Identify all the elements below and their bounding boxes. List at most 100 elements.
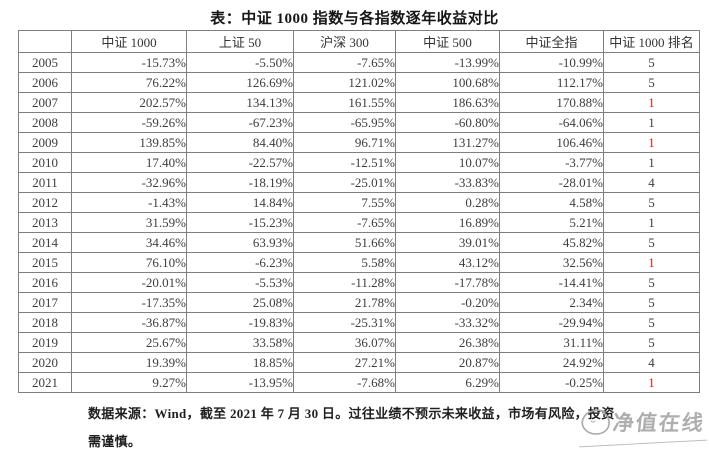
return-cell: 121.02% <box>293 72 396 93</box>
return-cell: 25.08% <box>186 292 294 313</box>
year-cell: 2012 <box>18 192 72 213</box>
return-cell: 32.56% <box>499 252 604 273</box>
return-cell: -14.41% <box>499 272 604 293</box>
return-cell: -3.77% <box>499 152 604 173</box>
rank-cell: 1 <box>603 132 700 153</box>
return-cell: -0.20% <box>395 292 500 313</box>
rank-cell: 1 <box>603 152 700 173</box>
return-cell: 2.34% <box>499 292 604 313</box>
return-cell: 26.38% <box>395 332 500 353</box>
returns-table: 中证 1000 上证 50 沪深 300 中证 500 中证全指 中证 1000 排名 2… <box>18 30 700 393</box>
return-cell: -25.31% <box>293 312 396 333</box>
return-cell: -67.23% <box>186 112 294 133</box>
return-cell: 14.84% <box>186 192 294 213</box>
return-cell: 131.27% <box>395 132 500 153</box>
return-cell: 5.58% <box>293 252 396 273</box>
rank-cell: 5 <box>603 332 700 353</box>
year-cell: 2015 <box>18 252 72 273</box>
table-row: 2017 -17.35% 25.08% 21.78% -0.20% 2.34% 5 <box>18 292 700 313</box>
watermark-text: 净值在线 <box>611 411 707 435</box>
return-cell: -12.51% <box>293 152 396 173</box>
rank-cell: 4 <box>603 172 700 193</box>
return-cell: -7.65% <box>293 52 396 73</box>
header-row: 中证 1000 上证 50 沪深 300 中证 500 中证全指 中证 1000 排名 <box>18 30 700 53</box>
return-cell: 76.10% <box>71 252 187 273</box>
return-cell: 170.88% <box>499 92 604 113</box>
return-cell: 202.57% <box>71 92 187 113</box>
year-cell: 2020 <box>18 352 72 373</box>
return-cell: -64.06% <box>499 112 604 133</box>
return-cell: -33.32% <box>395 312 500 333</box>
return-cell: 36.07% <box>293 332 396 353</box>
year-cell: 2016 <box>18 272 72 293</box>
return-cell: 18.85% <box>186 352 294 373</box>
rank-cell: 1 <box>603 372 700 393</box>
return-cell: -15.23% <box>186 212 294 233</box>
year-cell: 2014 <box>18 232 72 253</box>
table-row: 2014 34.46% 63.93% 51.66% 39.01% 45.82% 5 <box>18 232 700 253</box>
return-cell: 31.11% <box>499 332 604 353</box>
rank-cell: 5 <box>603 52 700 73</box>
watermark: 净值在线 <box>579 407 707 437</box>
column-header: 沪深 300 <box>293 30 396 53</box>
return-cell: 21.78% <box>293 292 396 313</box>
return-cell: 17.40% <box>71 152 187 173</box>
return-cell: -29.94% <box>499 312 604 333</box>
table-row: 2010 17.40% -22.57% -12.51% 10.07% -3.77% 1 <box>18 152 700 173</box>
table-row: 2019 25.67% 33.58% 36.07% 26.38% 31.11% 5 <box>18 332 700 353</box>
return-cell: 33.58% <box>186 332 294 353</box>
return-cell: 24.92% <box>499 352 604 373</box>
return-cell: 0.28% <box>395 192 500 213</box>
return-cell: -0.25% <box>499 372 604 393</box>
return-cell: -18.19% <box>186 172 294 193</box>
rank-cell: 1 <box>603 92 700 113</box>
return-cell: 27.21% <box>293 352 396 373</box>
return-cell: 51.66% <box>293 232 396 253</box>
table-row: 2008 -59.26% -67.23% -65.95% -60.80% -64.06% 1 <box>18 112 700 133</box>
year-cell: 2005 <box>18 52 72 73</box>
return-cell: -13.99% <box>395 52 500 73</box>
return-cell: -11.28% <box>293 272 396 293</box>
column-header: 上证 50 <box>186 30 294 53</box>
table-row: 2020 19.39% 18.85% 27.21% 20.87% 24.92% 4 <box>18 352 700 373</box>
return-cell: -33.83% <box>395 172 500 193</box>
table-row: 2007 202.57% 134.13% 161.55% 186.63% 170.88% 1 <box>18 92 700 113</box>
return-cell: -19.83% <box>186 312 294 333</box>
rank-cell: 1 <box>603 112 700 133</box>
return-cell: 31.59% <box>71 212 187 233</box>
year-cell: 2021 <box>18 372 72 393</box>
return-cell: -20.01% <box>71 272 187 293</box>
return-cell: 19.39% <box>71 352 187 373</box>
return-cell: 45.82% <box>499 232 604 253</box>
rank-cell: 1 <box>603 212 700 233</box>
return-cell: 161.55% <box>293 92 396 113</box>
year-cell: 2018 <box>18 312 72 333</box>
rank-cell: 5 <box>603 72 700 93</box>
rank-cell: 5 <box>603 292 700 313</box>
return-cell: 186.63% <box>395 92 500 113</box>
return-cell: -15.73% <box>71 52 187 73</box>
year-cell: 2006 <box>18 72 72 93</box>
year-cell: 2019 <box>18 332 72 353</box>
return-cell: -65.95% <box>293 112 396 133</box>
return-cell: 106.46% <box>499 132 604 153</box>
table-row: 2009 139.85% 84.40% 96.71% 131.27% 106.46% 1 <box>18 132 700 153</box>
year-cell: 2010 <box>18 152 72 173</box>
return-cell: -32.96% <box>71 172 187 193</box>
return-cell: 63.93% <box>186 232 294 253</box>
table-row: 2011 -32.96% -18.19% -25.01% -33.83% -28.01% 4 <box>18 172 700 193</box>
table-row: 2021 9.27% -13.95% -7.68% 6.29% -0.25% 1 <box>18 372 700 393</box>
rank-cell: 4 <box>603 352 700 373</box>
year-cell: 2013 <box>18 212 72 233</box>
table-row: 2006 76.22% 126.69% 121.02% 100.68% 112.17% 5 <box>18 72 700 93</box>
column-header: 中证 500 <box>395 30 500 53</box>
return-cell: -25.01% <box>293 172 396 193</box>
return-cell: -1.43% <box>71 192 187 213</box>
rank-cell: 5 <box>603 272 700 293</box>
return-cell: 100.68% <box>395 72 500 93</box>
column-header: 中证全指 <box>499 30 604 53</box>
return-cell: -7.65% <box>293 212 396 233</box>
year-cell: 2007 <box>18 92 72 113</box>
return-cell: -17.78% <box>395 272 500 293</box>
return-cell: -5.50% <box>186 52 294 73</box>
